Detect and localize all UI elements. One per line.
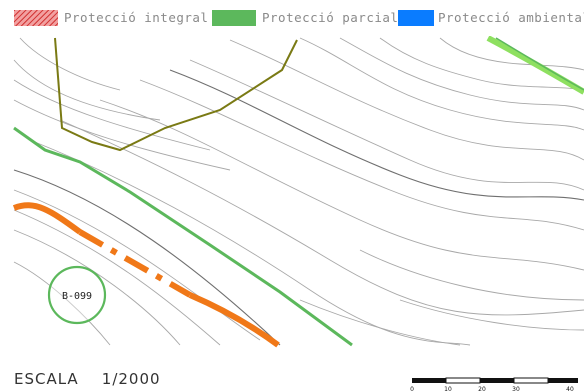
- blue-swatch-icon: [398, 10, 434, 26]
- scale-bar: 0 10 20 30 40: [410, 377, 578, 392]
- hatched-red-swatch-icon: [14, 10, 58, 26]
- scale-caption: ESCALA 1/2000: [14, 370, 161, 388]
- legend-label-parcial: Protecció parcial: [262, 10, 399, 25]
- legend-label-ambiental: Protecció ambiental: [438, 10, 584, 25]
- olive-boundary-path: [54, 37, 298, 152]
- scale-label: ESCALA: [14, 370, 79, 388]
- protection-parcial-area-outline: [495, 37, 584, 91]
- scale-segment: [513, 377, 549, 384]
- scale-value: 1/2000: [101, 370, 161, 388]
- protection-parcial-line: [13, 126, 353, 347]
- scale-segment: [412, 378, 446, 383]
- marker-circle[interactable]: [47, 265, 107, 325]
- scale-segment: [548, 378, 578, 383]
- scale-tick-label: 0: [410, 386, 414, 392]
- contour-lines: [13, 37, 584, 346]
- scale-segment: [445, 377, 481, 384]
- scale-tick-label: 40: [566, 386, 574, 392]
- map-legend: Protecció integral Protecció parcial Pro…: [0, 0, 584, 36]
- map-canvas[interactable]: B-099: [0, 36, 584, 348]
- orange-path-solid-end: [188, 292, 280, 348]
- green-swatch-icon: [212, 10, 256, 26]
- protection-parcial-area-edge: [486, 36, 584, 95]
- scale-segment: [480, 378, 514, 383]
- legend-label-integral: Protecció integral: [64, 10, 209, 25]
- scale-tick-label: 20: [478, 386, 486, 392]
- scale-tick-label: 30: [512, 386, 520, 392]
- scale-tick-label: 10: [444, 386, 452, 392]
- orange-path-solid-start: [12, 202, 82, 235]
- marker-label: B-099: [62, 291, 92, 302]
- index-contours: [13, 69, 584, 346]
- orange-path-dashed: [78, 229, 192, 298]
